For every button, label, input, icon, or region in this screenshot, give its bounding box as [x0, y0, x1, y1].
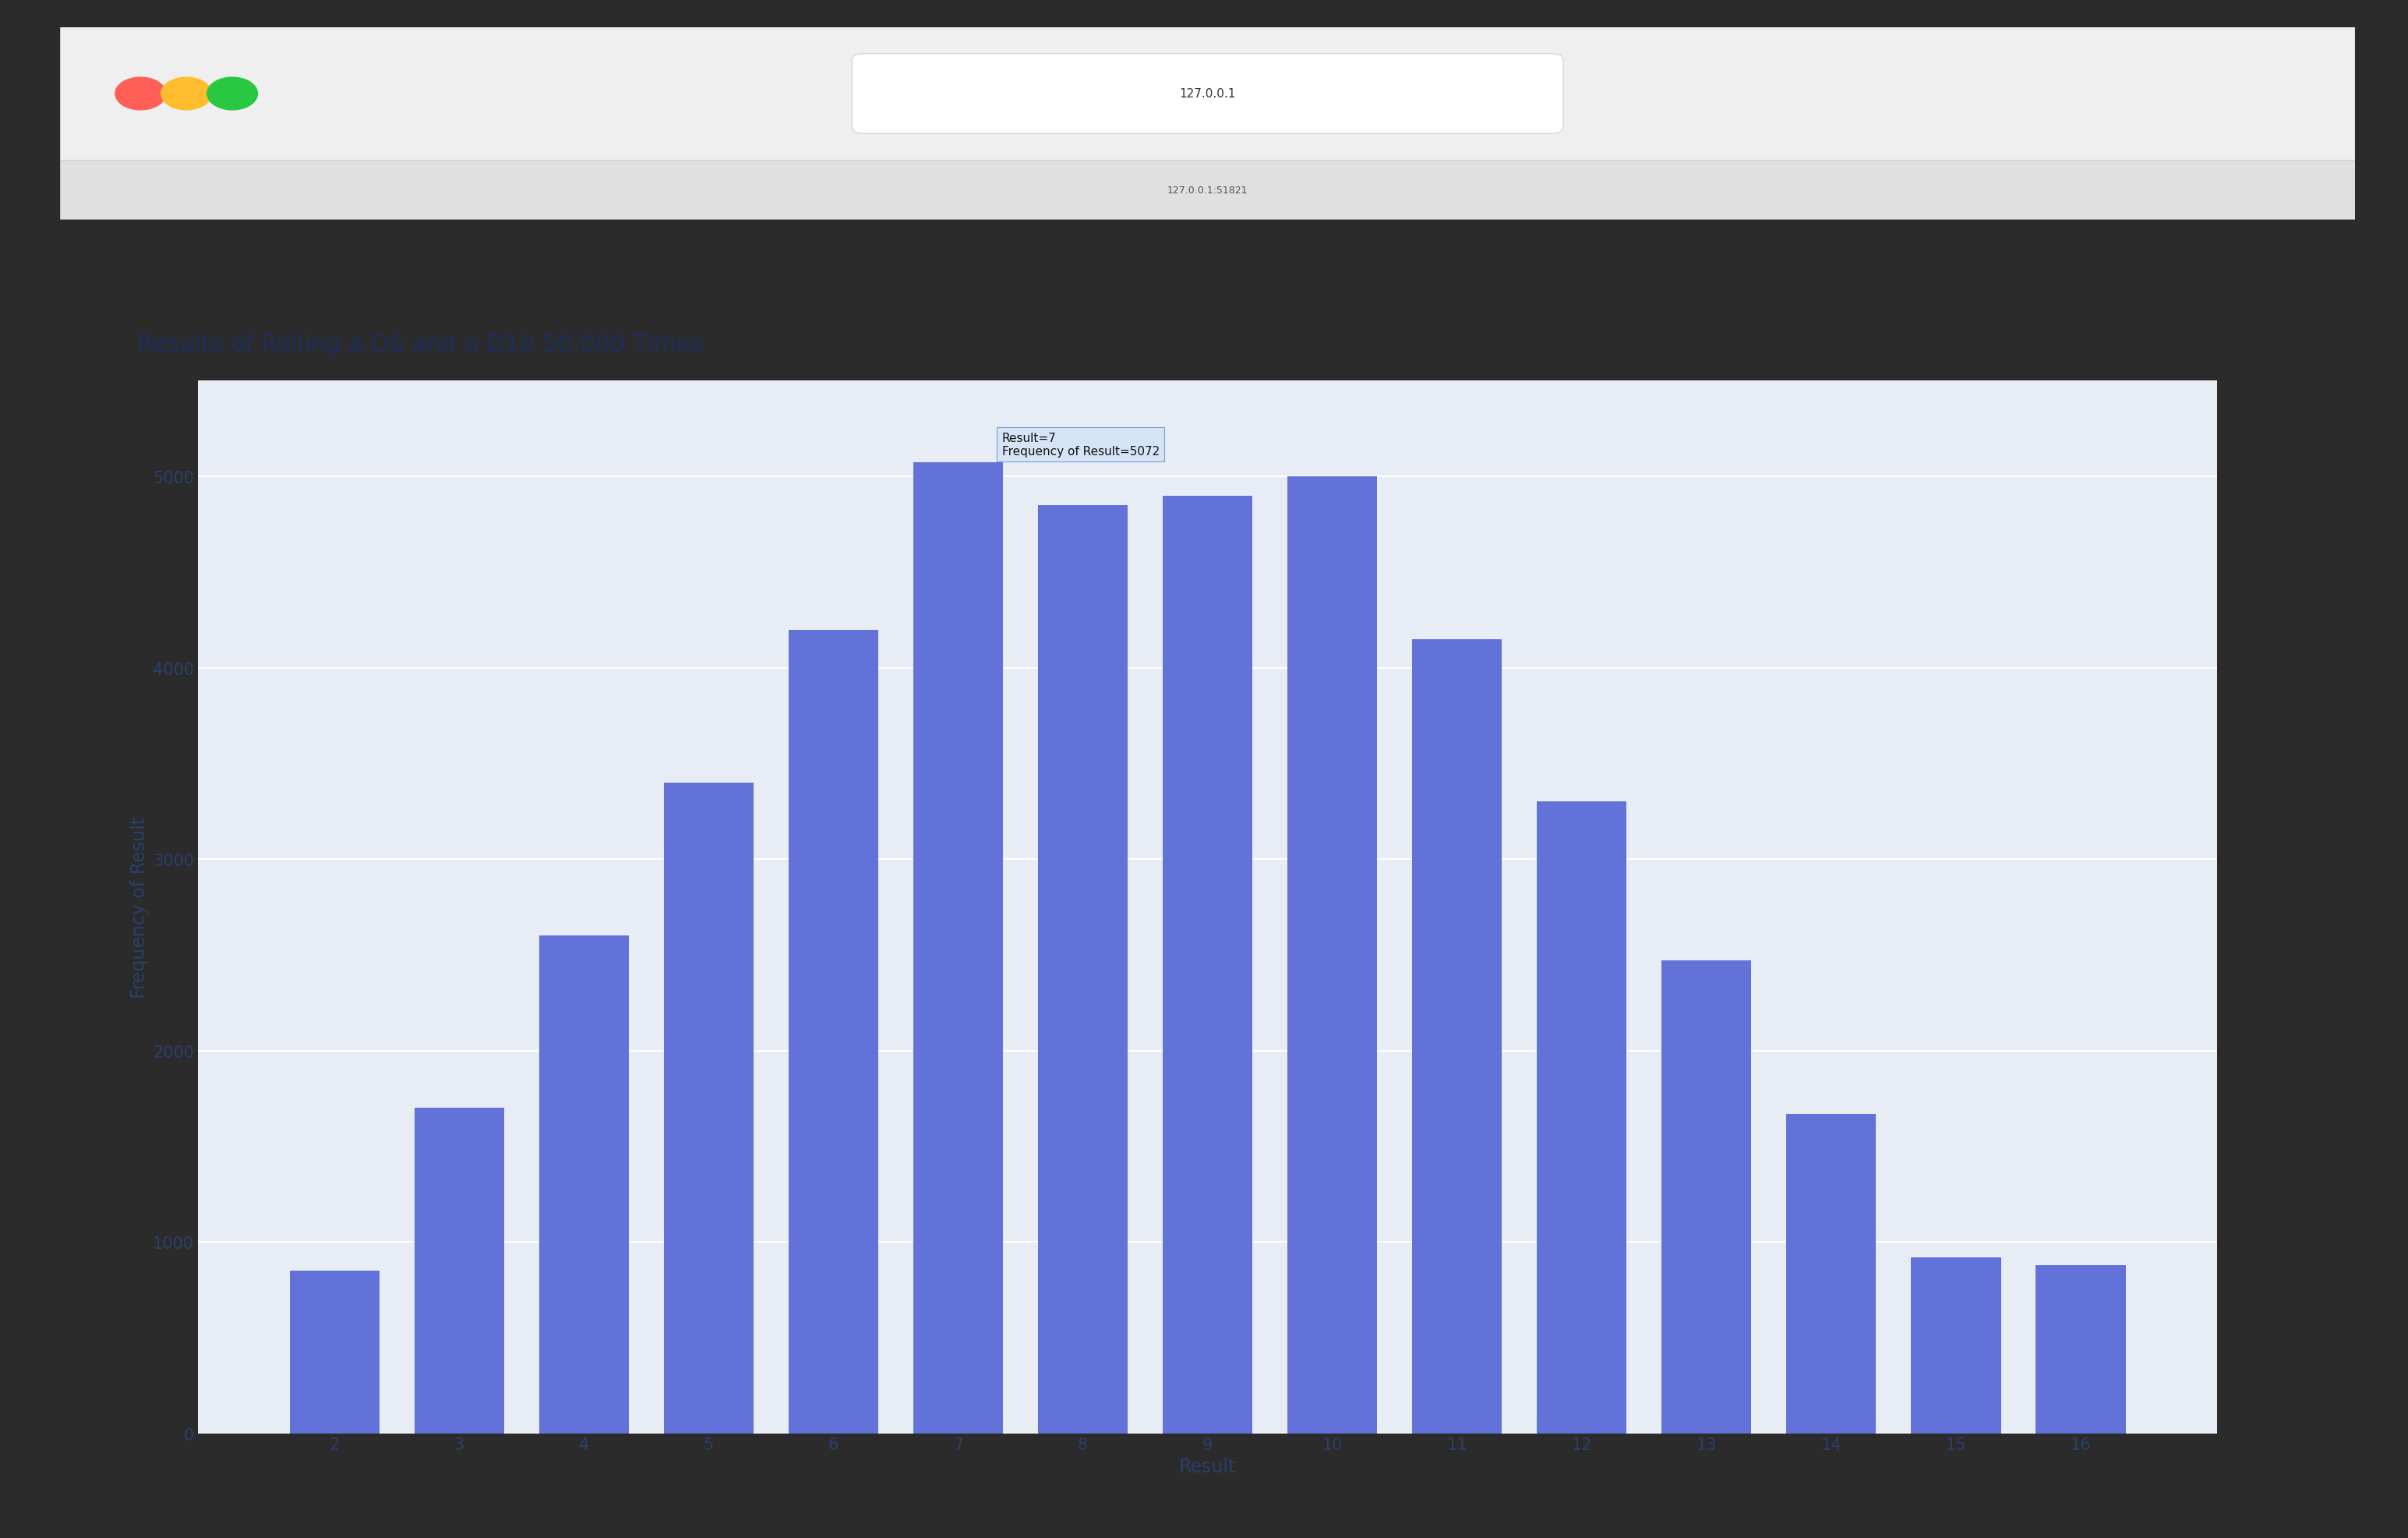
Text: Results of Rolling a D6 and a D10 50,000 Times: Results of Rolling a D6 and a D10 50,000…: [137, 334, 703, 355]
Text: Result=7
Frequency of Result=5072: Result=7 Frequency of Result=5072: [1002, 432, 1158, 457]
Bar: [665, 783, 754, 1433]
FancyBboxPatch shape: [852, 54, 1563, 134]
Bar: [539, 937, 628, 1433]
Bar: [1536, 803, 1628, 1433]
Bar: [1163, 497, 1252, 1433]
Circle shape: [207, 78, 258, 111]
Bar: [787, 631, 879, 1433]
Bar: [289, 1270, 380, 1433]
Circle shape: [161, 78, 212, 111]
Bar: [1038, 506, 1127, 1433]
X-axis label: Result: Result: [1180, 1456, 1235, 1475]
Bar: [1288, 477, 1377, 1433]
Bar: [1662, 961, 1751, 1433]
Bar: [1787, 1114, 1876, 1433]
Bar: [1912, 1257, 2001, 1433]
FancyBboxPatch shape: [60, 161, 2355, 220]
Text: 127.0.0.1:51821: 127.0.0.1:51821: [1168, 186, 1247, 195]
Y-axis label: Frequency of Result: Frequency of Result: [130, 817, 149, 998]
Text: 127.0.0.1: 127.0.0.1: [1180, 88, 1235, 100]
Circle shape: [116, 78, 166, 111]
Bar: [913, 463, 1004, 1433]
FancyBboxPatch shape: [60, 28, 2355, 161]
Bar: [2035, 1264, 2126, 1433]
Bar: [414, 1107, 503, 1433]
Bar: [1411, 640, 1503, 1433]
